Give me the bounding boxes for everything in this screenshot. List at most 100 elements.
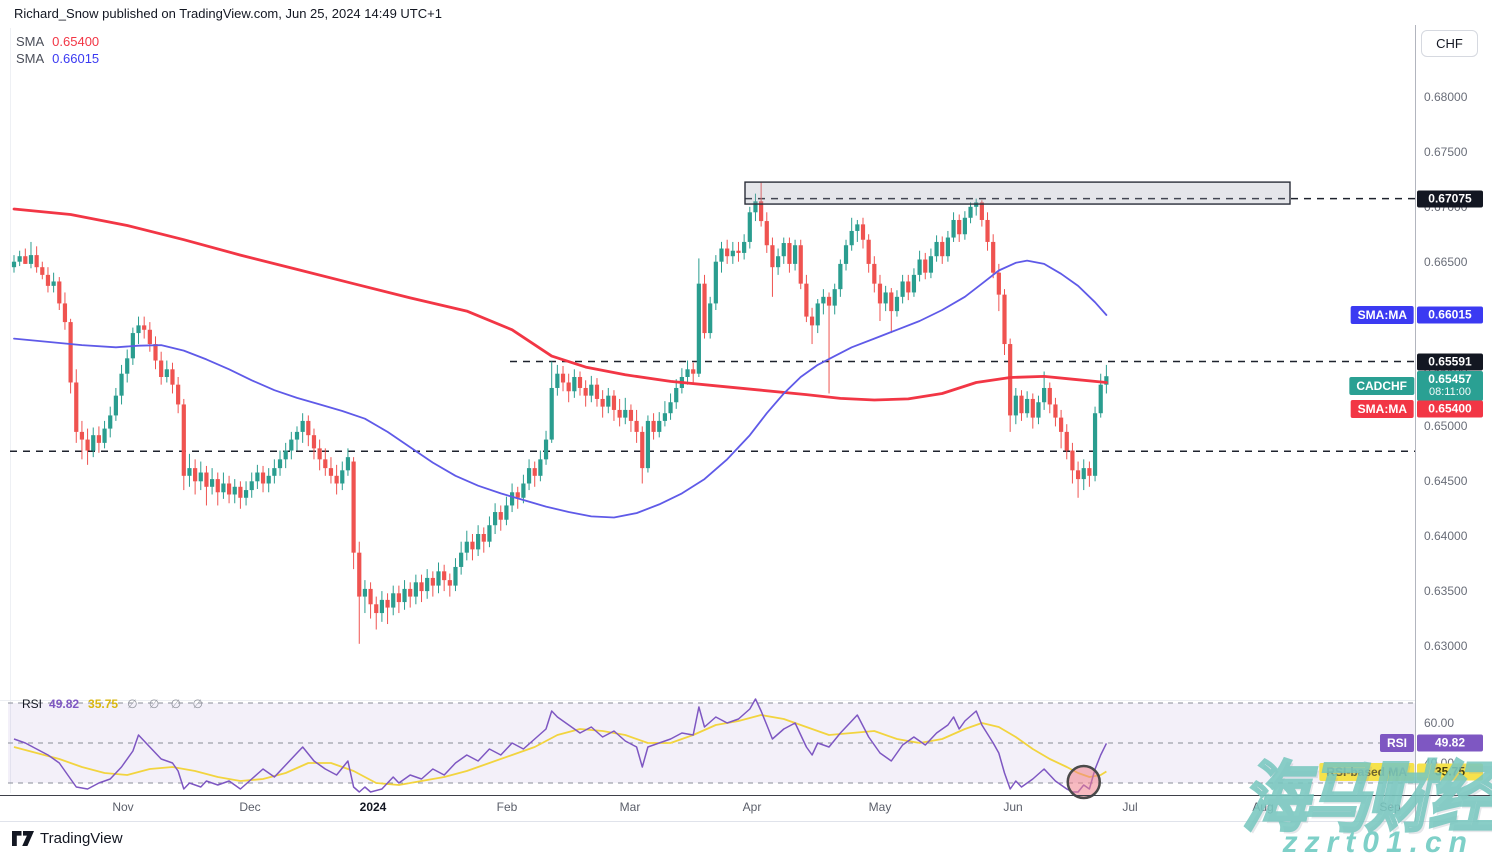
price-tick: 0.66500 — [1424, 254, 1468, 269]
candle-body — [923, 259, 928, 273]
candle-body — [696, 283, 701, 374]
candle-body — [940, 241, 945, 257]
currency-button[interactable]: CHF — [1421, 30, 1478, 57]
candle-body — [493, 512, 498, 526]
legend-sma-long-value: 0.65400 — [52, 34, 100, 49]
time-axis-month-apr: Apr — [742, 800, 762, 814]
candle-body — [957, 219, 962, 235]
candle-body — [1059, 417, 1064, 432]
rsi-title: RSI — [22, 697, 43, 711]
rsi-line — [13, 698, 1108, 793]
rsi-hidden-plots-icons: ∅ ∅ ∅ ∅ — [127, 697, 207, 711]
candle-body — [402, 588, 407, 603]
rsi-tick: 60.00 — [1424, 716, 1455, 730]
candle-body — [821, 296, 826, 304]
candle-body — [526, 468, 532, 484]
candle-body — [23, 256, 28, 264]
candle-body — [142, 325, 147, 330]
time-axis-month-aug: Aug — [1252, 800, 1274, 814]
candle-body — [1104, 376, 1109, 385]
axis-tag-rsi-based-ma: RSI-based MA — [1319, 762, 1414, 781]
candle-body — [606, 395, 611, 407]
candle-body — [657, 420, 662, 432]
candle-body — [238, 486, 243, 498]
candle-body — [792, 245, 798, 264]
price-tick: 0.64000 — [1424, 529, 1468, 544]
candle-body — [85, 439, 90, 451]
legend-sma-long[interactable]: SMA 0.65400 — [16, 34, 99, 49]
candle-body — [62, 303, 68, 323]
candle-body — [651, 420, 656, 432]
candle-body — [34, 255, 39, 268]
candle-body — [408, 588, 413, 597]
candle-body — [1002, 294, 1007, 345]
publish-attribution: Richard_Snow published on TradingView.co… — [14, 6, 442, 21]
candle-body — [113, 395, 118, 416]
axis-tag-sma-ma: SMA:MA — [1350, 400, 1414, 419]
candle-body — [883, 292, 888, 304]
candle-body — [1053, 404, 1058, 418]
candle-body — [51, 281, 56, 286]
candle-body — [815, 303, 820, 326]
candle-body — [345, 457, 351, 471]
candle-body — [11, 261, 17, 268]
candle-body — [555, 373, 560, 388]
candle-body — [600, 398, 605, 407]
time-axis-month-mar: Mar — [619, 800, 641, 814]
price-tick: 0.64500 — [1424, 474, 1468, 489]
candle-body — [74, 382, 79, 432]
candle-body — [662, 413, 667, 421]
candle-body — [79, 431, 85, 440]
legend-sma-short[interactable]: SMA 0.66015 — [16, 51, 99, 66]
candle-body — [204, 472, 209, 487]
candle-body — [396, 593, 401, 603]
candle-body — [872, 263, 877, 284]
brand-footer[interactable]: TradingView — [12, 830, 123, 847]
candle-body — [691, 369, 696, 374]
candle-body — [119, 373, 124, 396]
candle-body — [515, 492, 520, 498]
candle-body — [787, 243, 792, 264]
candle-body — [272, 468, 277, 476]
candle-body — [1098, 384, 1103, 414]
candle-body — [476, 534, 481, 550]
rsi-ma-line — [13, 714, 1107, 786]
candle-body — [419, 582, 424, 592]
candle-body — [362, 588, 368, 597]
candle-body — [532, 468, 537, 476]
candle-body — [1042, 387, 1047, 403]
candle-body — [125, 358, 130, 374]
candle-body — [826, 296, 832, 306]
candle-body — [742, 241, 747, 253]
candle-body — [136, 325, 141, 334]
rsi-indicator-legend[interactable]: RSI 49.82 35.75 ∅ ∅ ∅ ∅ — [22, 697, 207, 711]
candle-body — [294, 431, 300, 440]
candle-body — [764, 221, 769, 246]
time-axis-month-may: May — [868, 800, 892, 814]
candle-body — [1025, 398, 1030, 414]
candle-body — [385, 599, 390, 608]
candle-body — [860, 224, 866, 240]
candle-body — [232, 486, 237, 495]
candle-body — [894, 296, 900, 312]
resistance-zone-rect[interactable] — [744, 181, 1291, 205]
candle-body — [900, 281, 905, 297]
candle-body — [1013, 395, 1018, 416]
candle-body — [323, 459, 328, 469]
candle-body — [708, 303, 713, 334]
candle-body — [379, 599, 384, 614]
candle-body — [249, 481, 254, 491]
axis-badge: 0.65400 — [1417, 400, 1483, 418]
legend-sma-short-label: SMA — [16, 51, 45, 66]
candle-body — [838, 263, 843, 290]
candle-body — [968, 206, 973, 218]
candle-body — [96, 435, 101, 443]
candle-body — [221, 483, 226, 493]
candle-body — [776, 256, 781, 268]
candle-body — [357, 552, 362, 597]
candle-body — [317, 448, 322, 460]
candle-body — [198, 472, 203, 482]
candle-body — [589, 384, 594, 396]
